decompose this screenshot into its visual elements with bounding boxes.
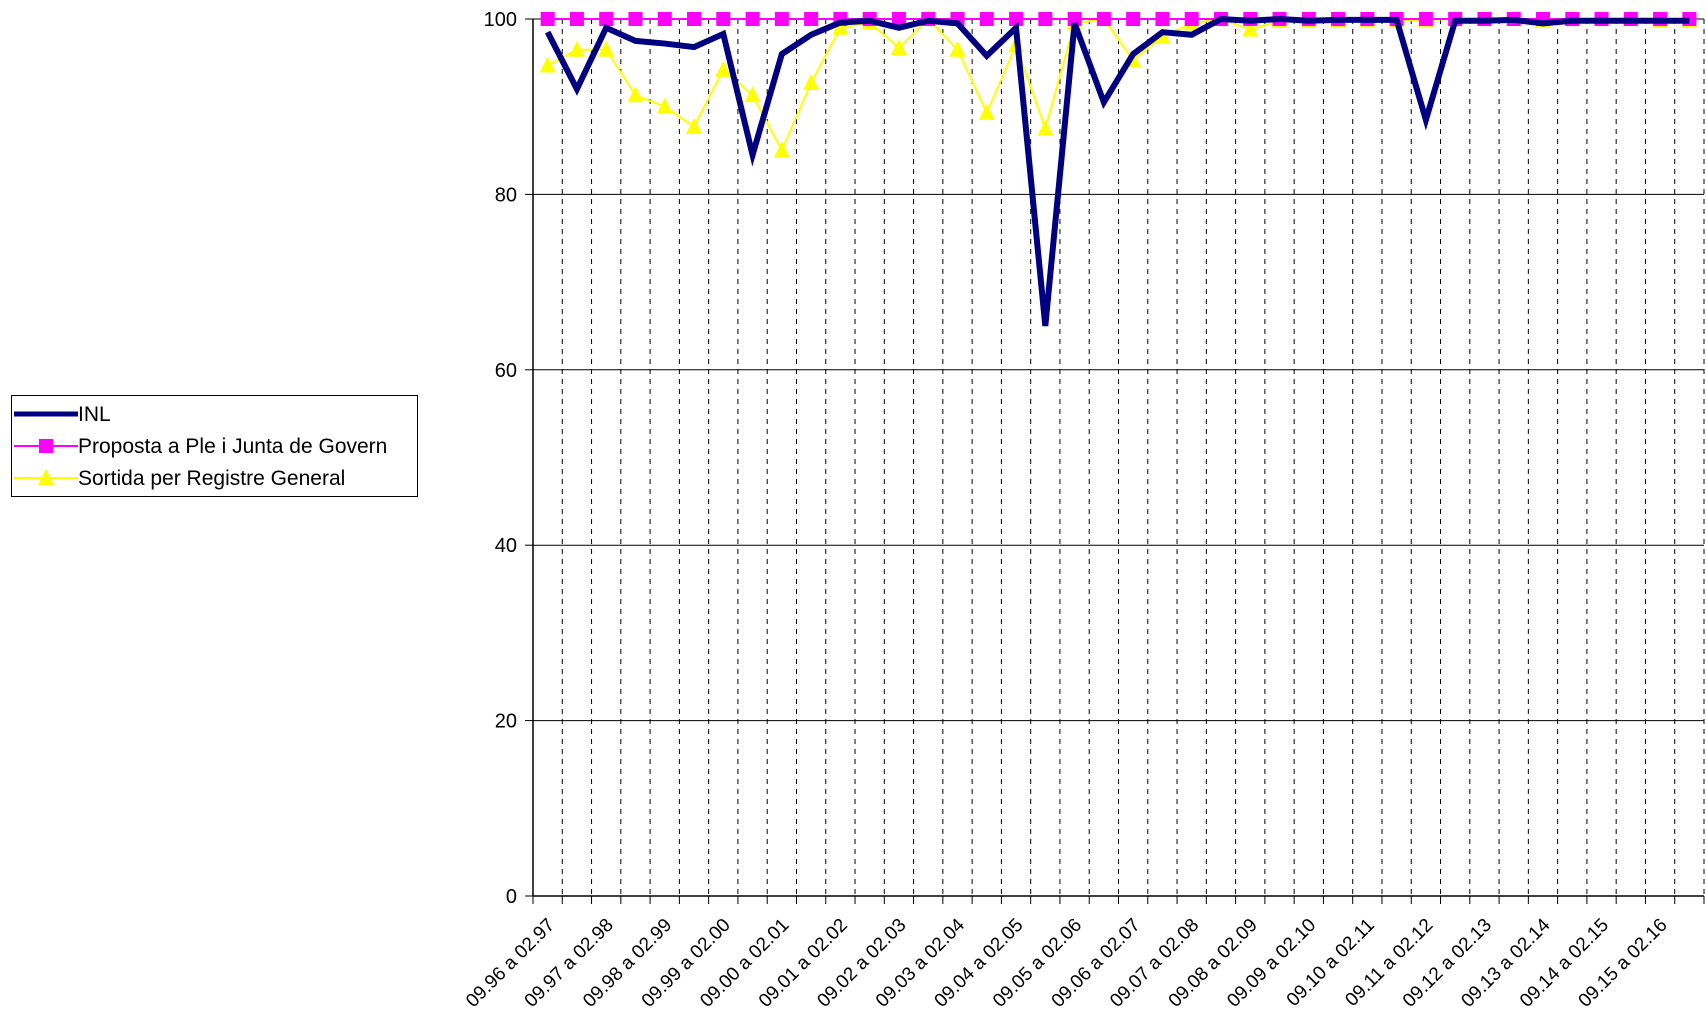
data-point [773,141,790,158]
data-point [832,18,849,35]
data-point [745,12,760,26]
legend-swatch-inl [14,411,78,417]
y-axis-ticks: 0 20 40 60 80 100 [484,9,533,908]
data-point [1038,12,1053,26]
data-point [598,40,615,57]
data-point [891,12,906,26]
y-tick-label: 100 [484,9,517,31]
data-point [687,12,702,26]
legend-item-sortida: Sortida per Registre General [12,463,417,493]
data-point [716,12,731,26]
series-line-0 [544,15,1690,327]
data-point [1009,12,1024,26]
data-point [979,12,994,26]
legend-item-proposta: Proposta a Ple i Junta de Govern [12,431,417,461]
data-point [1037,119,1054,136]
grid-lines [533,18,1705,896]
data-point [1184,12,1199,26]
series-lines [539,10,1698,327]
y-tick-label: 20 [495,711,517,733]
data-point [890,38,907,55]
data-point [774,12,789,26]
data-point [804,12,819,26]
data-point [656,97,673,114]
data-point [628,12,643,26]
y-tick-label: 80 [495,184,517,206]
y-tick-label: 40 [495,535,517,557]
data-point [803,74,820,91]
data-point [1096,12,1111,26]
data-point [599,12,614,26]
legend: INL Proposta a Ple i Junta de Govern Sor… [11,395,418,497]
data-point [569,12,584,26]
y-tick-label: 0 [506,886,517,908]
data-point [568,40,585,57]
data-point [539,56,556,73]
data-point [949,40,966,57]
data-point [715,60,732,77]
data-point [1126,12,1141,26]
data-point [1242,20,1259,37]
data-point [686,117,703,134]
legend-swatch-sortida [14,469,78,485]
data-point [1155,12,1170,26]
legend-swatch-proposta [14,439,78,453]
legend-item-inl: INL [12,399,417,429]
data-point [657,12,672,26]
data-point [1418,12,1433,26]
legend-label: Proposta a Ple i Junta de Govern [78,435,388,458]
data-point [627,86,644,103]
data-point [1067,12,1082,26]
y-tick-label: 60 [495,360,517,382]
data-point [744,86,761,103]
data-point [978,103,995,120]
legend-label: INL [78,403,111,426]
data-point [540,12,555,26]
legend-label: Sortida per Registre General [78,467,346,490]
